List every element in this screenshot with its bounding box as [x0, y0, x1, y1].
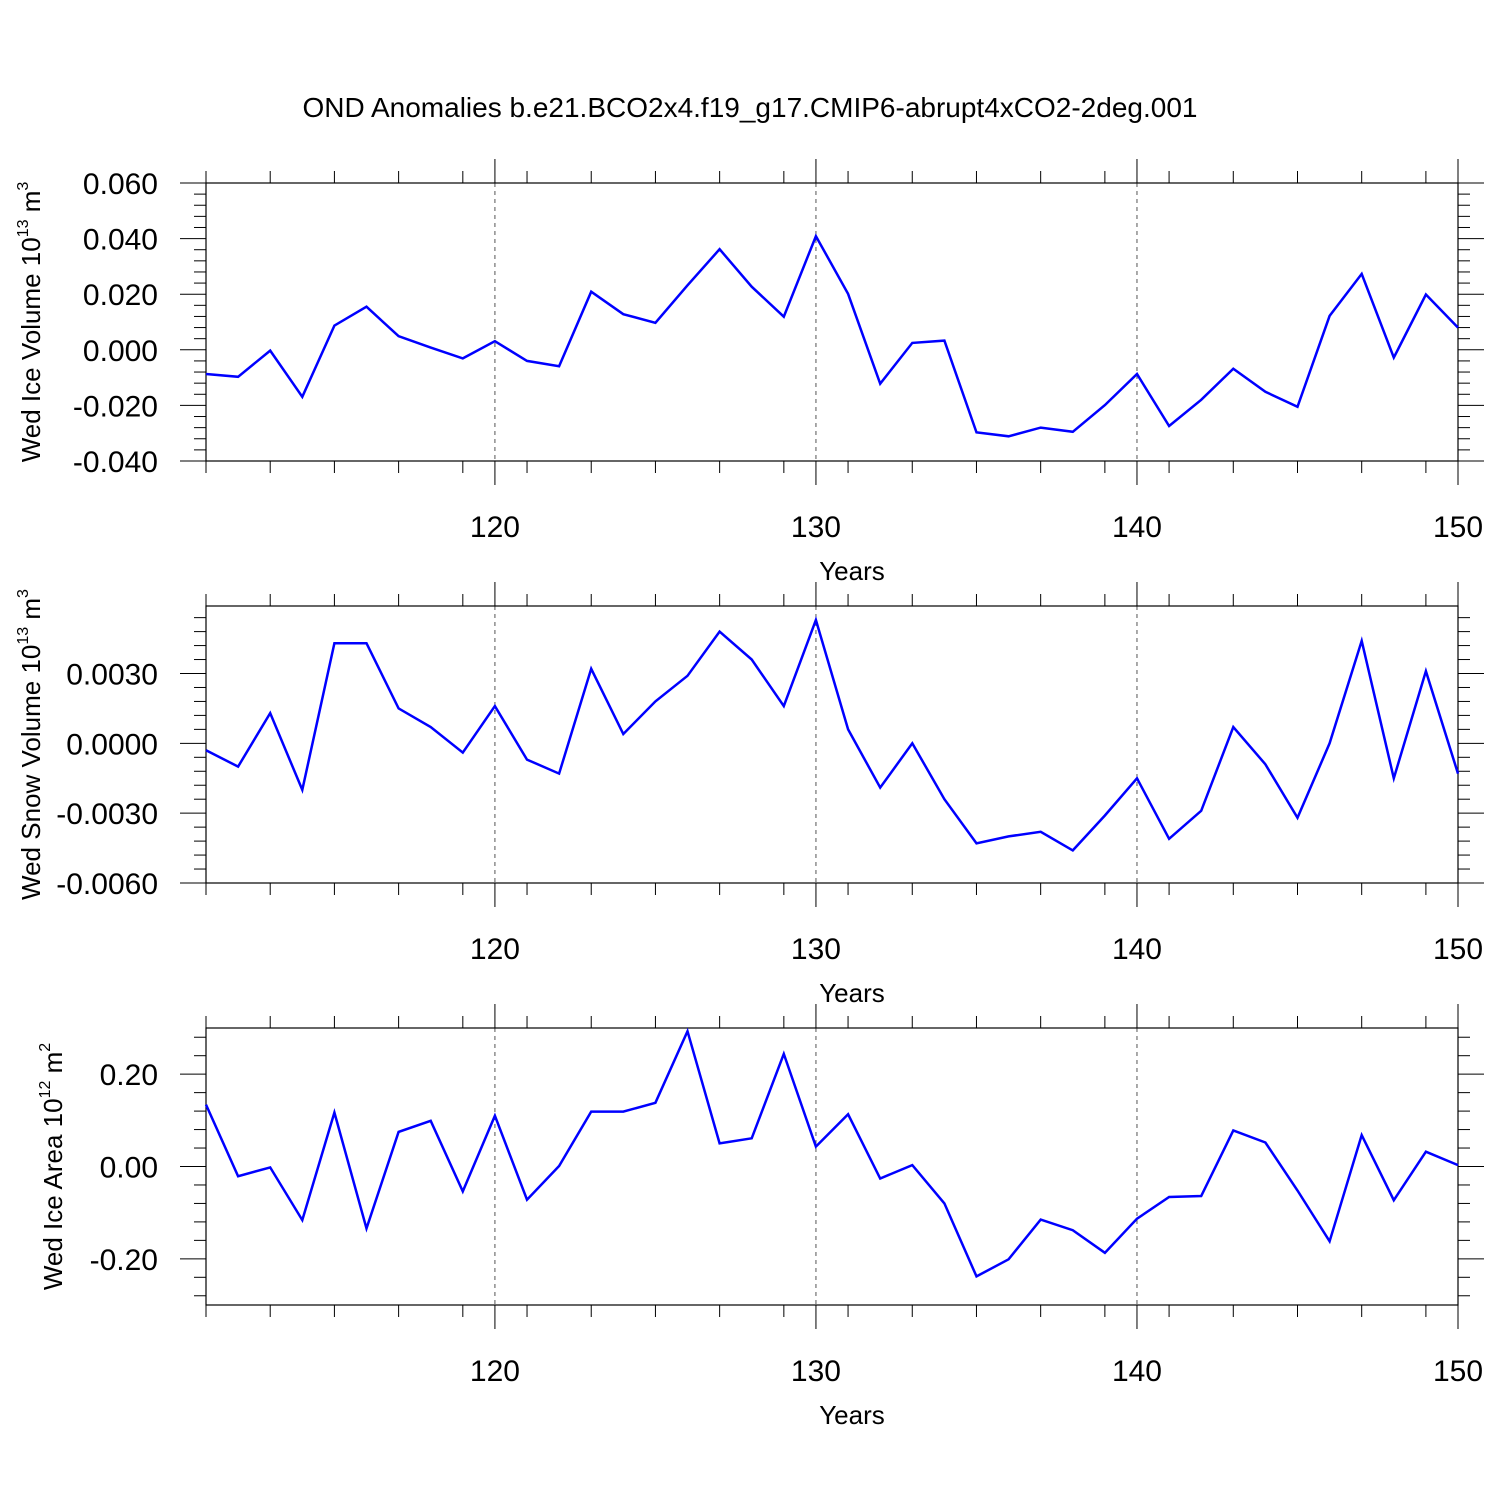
- y-tick-label: -0.0060: [56, 868, 158, 901]
- y-tick-label: 0.060: [83, 168, 158, 201]
- x-tick-label: 130: [791, 933, 841, 966]
- x-tick-label: 150: [1433, 1355, 1483, 1388]
- plot-frame: [205, 1027, 1459, 1306]
- y-tick-label: 0.0030: [66, 659, 158, 692]
- y-tick-label: 0.20: [100, 1059, 158, 1092]
- y-axis-label: Wed Snow Volume 1013 m3: [15, 589, 46, 900]
- y-tick-label: 0.000: [83, 335, 158, 368]
- series-line: [205, 616, 1460, 852]
- plot-frame: [205, 182, 1459, 462]
- x-axis-label: Years: [819, 1400, 885, 1430]
- y-tick-label: -0.020: [73, 390, 158, 423]
- x-tick-label: 140: [1112, 511, 1162, 544]
- x-axis-label: Years: [819, 556, 885, 586]
- y-tick-label: 0.020: [83, 279, 158, 312]
- series-line: [205, 233, 1459, 438]
- x-tick-label: 120: [470, 1355, 520, 1388]
- panel-ice-area: 120 130 140 150 -0.20 0.00 0.20 Years Wed Ice Ar…: [37, 1004, 1484, 1430]
- x-tick-label: 130: [791, 1355, 841, 1388]
- panel-snow-volume: 120 130 140 150 -0.0060 -0.0030 0.0000 0.0030 Ye…: [15, 582, 1484, 1008]
- x-tick-label: 130: [791, 511, 841, 544]
- x-tick-label: 150: [1433, 933, 1483, 966]
- y-axis-label: Wed Ice Volume 1013 m3: [15, 182, 46, 463]
- y-tick-label: -0.040: [73, 446, 158, 479]
- y-tick-label: -0.20: [90, 1244, 158, 1277]
- x-tick-label: 140: [1112, 1355, 1162, 1388]
- x-tick-label: 140: [1112, 933, 1162, 966]
- x-tick-label: 120: [470, 933, 520, 966]
- x-axis-label: Years: [819, 978, 885, 1008]
- x-tick-label: 150: [1433, 511, 1483, 544]
- plot-frame: [205, 605, 1459, 884]
- x-tick-label: 120: [470, 511, 520, 544]
- chart-title: OND Anomalies b.e21.BCO2x4.f19_g17.CMIP6…: [302, 92, 1198, 123]
- y-axis-label: Wed Ice Area 1012 m2: [37, 1043, 68, 1290]
- y-tick-label: 0.0000: [66, 728, 158, 761]
- y-tick-label: 0.00: [100, 1152, 158, 1185]
- series-line: [204, 1027, 1459, 1279]
- y-tick-label: 0.040: [83, 224, 158, 257]
- y-tick-label: -0.0030: [56, 798, 158, 831]
- panel-ice-volume: 120 130 140 150 -0.040 -0.020 0.000 0.020 0.040 0…: [15, 159, 1484, 586]
